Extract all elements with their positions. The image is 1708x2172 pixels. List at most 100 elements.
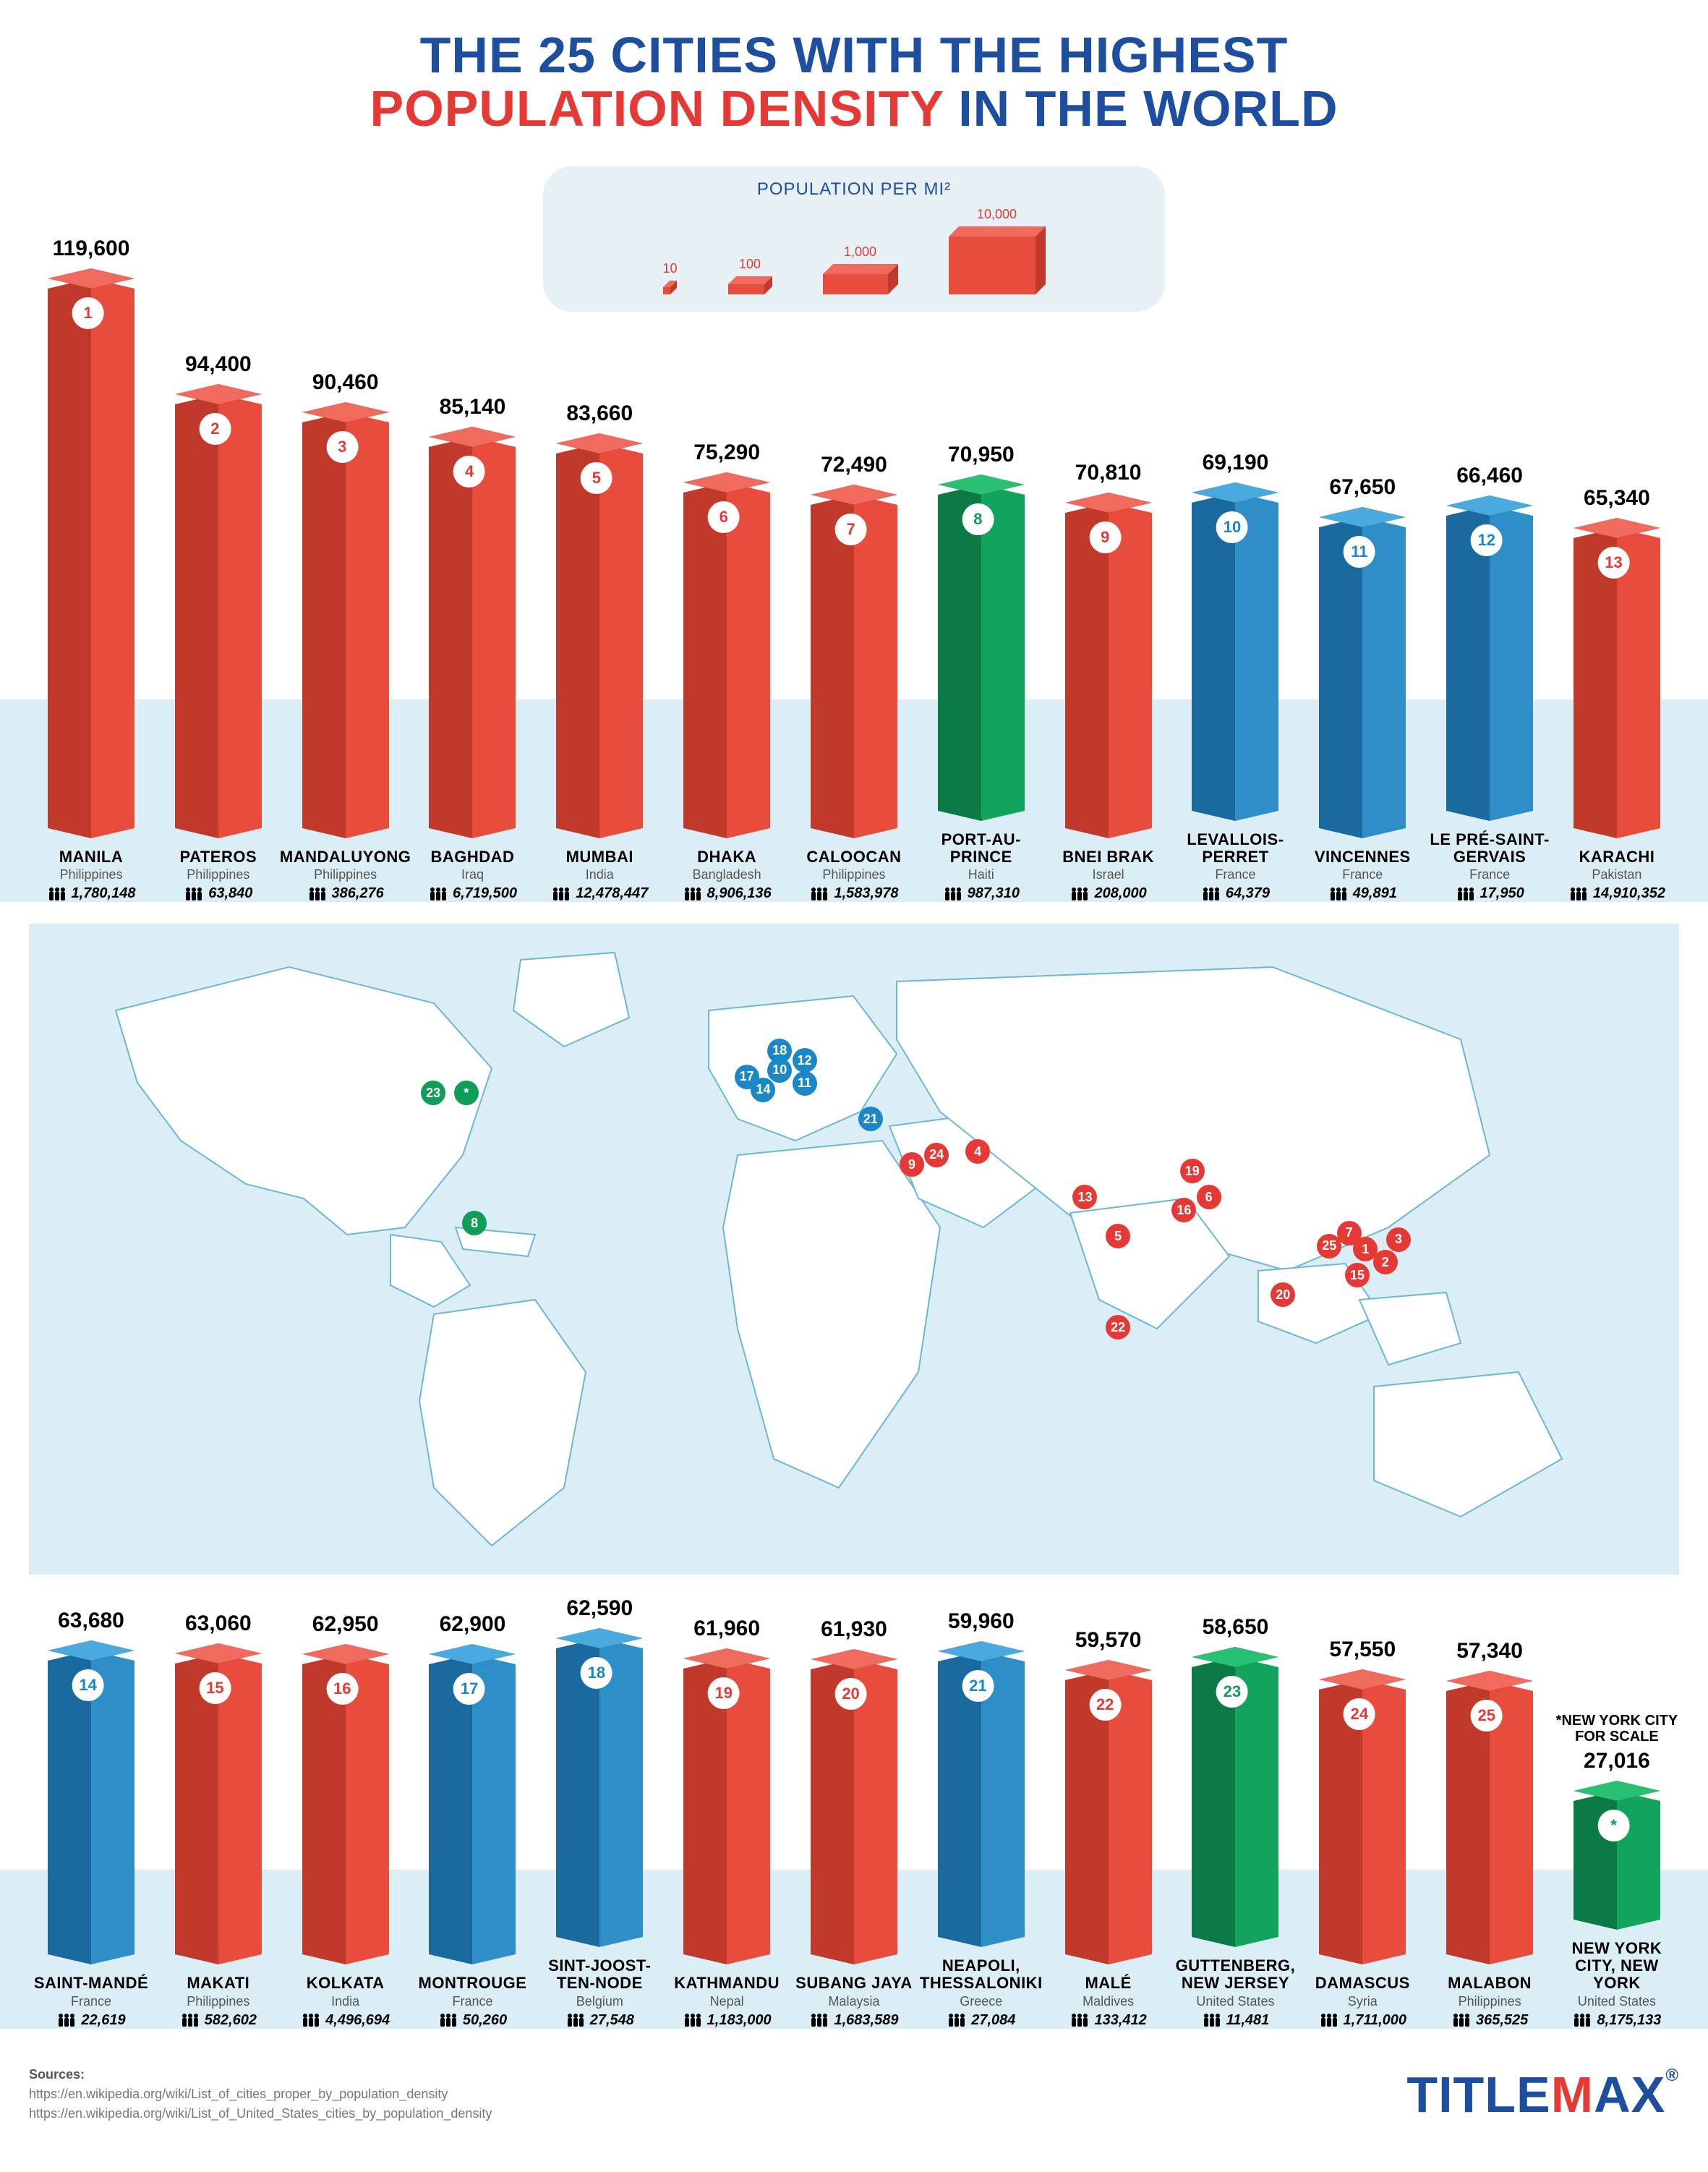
bar-cell: 75,290 6 DHAKA Bangladesh 8,906,136 [665, 440, 789, 902]
city-name: NEW YORK CITY, NEW YORK [1555, 1940, 1679, 1993]
bar-value: 62,950 [312, 1612, 379, 1637]
pillar: 25 [1446, 1671, 1533, 1964]
legend-item: 100 [728, 257, 772, 294]
city-label: SAINT-MANDÉ France 22,619 [34, 1975, 148, 2028]
city-label: KOLKATA India 4,496,694 [301, 1975, 390, 2028]
bar-value: 90,460 [312, 370, 379, 395]
city-label: LE PRÉ-SAINT-GERVAIS France 17,950 [1427, 831, 1552, 902]
people-icon [809, 2013, 829, 2027]
bar-value: 70,950 [948, 443, 1015, 467]
rank-badge: 14 [72, 1669, 104, 1701]
pillar: 12 [1446, 495, 1533, 821]
city-name: KATHMANDU [674, 1975, 780, 1992]
rank-badge: 5 [581, 462, 612, 494]
city-population: 386,276 [280, 885, 411, 902]
people-icon [943, 887, 963, 901]
map-pin: 6 [1197, 1185, 1221, 1209]
legend-item: 10 [662, 261, 677, 294]
city-label: VINCENNES France 49,891 [1315, 848, 1411, 902]
pillar: 14 [48, 1640, 134, 1964]
city-country: France [34, 1994, 148, 2009]
legend-box: POPULATION PER MI² 10 100 1,000 10,000 [543, 166, 1165, 312]
city-population: 208,000 [1062, 885, 1154, 902]
bars-row-top: 119,600 1 MANILA Philippines 1,780,148 9… [29, 237, 1679, 902]
bar-cell: 59,960 21 NEAPOLI, THESSALONIKI Greece 2… [919, 1609, 1043, 2028]
bar-cell: 72,490 7 CALOOCAN Philippines 1,583,978 [792, 453, 916, 902]
rank-badge: 6 [708, 501, 740, 533]
rank-badge: 3 [326, 431, 358, 463]
city-label: PORT-AU-PRINCE Haiti 987,310 [919, 831, 1043, 902]
pillar: 8 [938, 474, 1025, 821]
people-icon [683, 2013, 703, 2027]
people-icon [1568, 887, 1589, 901]
city-name: MALABON [1448, 1975, 1532, 1992]
city-name: KARACHI [1568, 848, 1665, 866]
top-row-wrap: 119,600 1 MANILA Philippines 1,780,148 9… [29, 237, 1679, 902]
people-icon [809, 887, 829, 901]
pillar: 11 [1319, 507, 1406, 838]
city-population: 64,379 [1173, 885, 1297, 902]
city-country: Pakistan [1568, 867, 1665, 882]
people-icon [1202, 2013, 1222, 2027]
map-pin: 11 [793, 1071, 817, 1096]
bar-cell: 61,960 19 KATHMANDU Nepal 1,183,000 [665, 1617, 789, 2028]
pillar: * [1574, 1781, 1660, 1930]
people-icon [1451, 2013, 1472, 2027]
city-country: Syria [1315, 1994, 1410, 2009]
city-country: Philippines [1448, 1994, 1532, 2009]
bar-cell: 62,900 17 MONTROUGE France 50,260 [410, 1612, 534, 2028]
footer: Sources: https://en.wikipedia.org/wiki/L… [29, 2065, 1679, 2124]
bar-value: 65,340 [1584, 486, 1650, 511]
city-country: Philippines [180, 867, 257, 882]
bar-value: 63,060 [185, 1611, 252, 1636]
city-label: BNEI BRAK Israel 208,000 [1062, 848, 1154, 902]
city-label: MANILA Philippines 1,780,148 [47, 848, 136, 902]
city-name: DAMASCUS [1315, 1975, 1410, 1992]
city-label: MONTROUGE France 50,260 [419, 1975, 527, 2028]
people-icon [47, 887, 67, 901]
people-icon [1319, 2013, 1339, 2027]
rank-badge: 4 [453, 456, 485, 487]
city-population: 1,780,148 [47, 885, 136, 902]
pillar: 1 [48, 268, 134, 838]
map-pin: 3 [1386, 1227, 1411, 1252]
bar-cell: *NEW YORK CITYFOR SCALE 27,016 * NEW YOR… [1555, 1713, 1679, 2029]
legend-item: 1,000 [823, 244, 898, 294]
pillar: 7 [811, 485, 897, 838]
rank-badge: 15 [199, 1672, 231, 1704]
pillar: 22 [1065, 1660, 1152, 1964]
city-label: LEVALLOIS-PERRET France 64,379 [1173, 831, 1297, 902]
city-name: SINT-JOOST-TEN-NODE [537, 1957, 662, 1992]
city-population: 365,525 [1448, 2012, 1532, 2029]
people-icon [1572, 2013, 1592, 2027]
rank-badge: 13 [1598, 547, 1630, 579]
city-country: United States [1173, 1994, 1297, 2009]
map-pin: 4 [965, 1139, 990, 1164]
bar-cell: 62,590 18 SINT-JOOST-TEN-NODE Belgium 27… [537, 1596, 662, 2028]
city-population: 49,891 [1315, 885, 1411, 902]
bar-cell: 58,650 23 GUTTENBERG, NEW JERSEY United … [1173, 1615, 1297, 2028]
city-country: Maldives [1069, 1994, 1146, 2009]
infographic-root: THE 25 CITIES WITH THE HIGHEST POPULATIO… [0, 0, 1708, 2167]
map-pin: 17 [735, 1065, 759, 1089]
city-name: MUMBAI [551, 848, 648, 866]
bar-cell: 66,460 12 LE PRÉ-SAINT-GERVAIS France 17… [1427, 464, 1552, 902]
city-country: Nepal [674, 1994, 780, 2009]
brand-logo: TITLEMAX® [1406, 2066, 1679, 2124]
city-population: 22,619 [34, 2012, 148, 2029]
city-name: VINCENNES [1315, 848, 1411, 866]
city-label: MANDALUYONG Philippines 386,276 [280, 848, 411, 902]
city-population: 11,481 [1173, 2012, 1297, 2029]
city-name: GUTTENBERG, NEW JERSEY [1173, 1957, 1297, 1992]
rank-badge: 8 [962, 503, 994, 535]
bar-value: 58,650 [1203, 1615, 1269, 1640]
city-name: BAGHDAD [428, 848, 517, 866]
people-icon [301, 2013, 321, 2027]
city-country: India [301, 1994, 390, 2009]
pillar: 15 [175, 1643, 262, 1964]
pillar: 3 [302, 402, 389, 838]
people-icon [551, 887, 571, 901]
map-pin: 20 [1271, 1282, 1295, 1307]
rank-badge: 17 [453, 1673, 485, 1705]
city-name: PORT-AU-PRINCE [919, 831, 1043, 866]
